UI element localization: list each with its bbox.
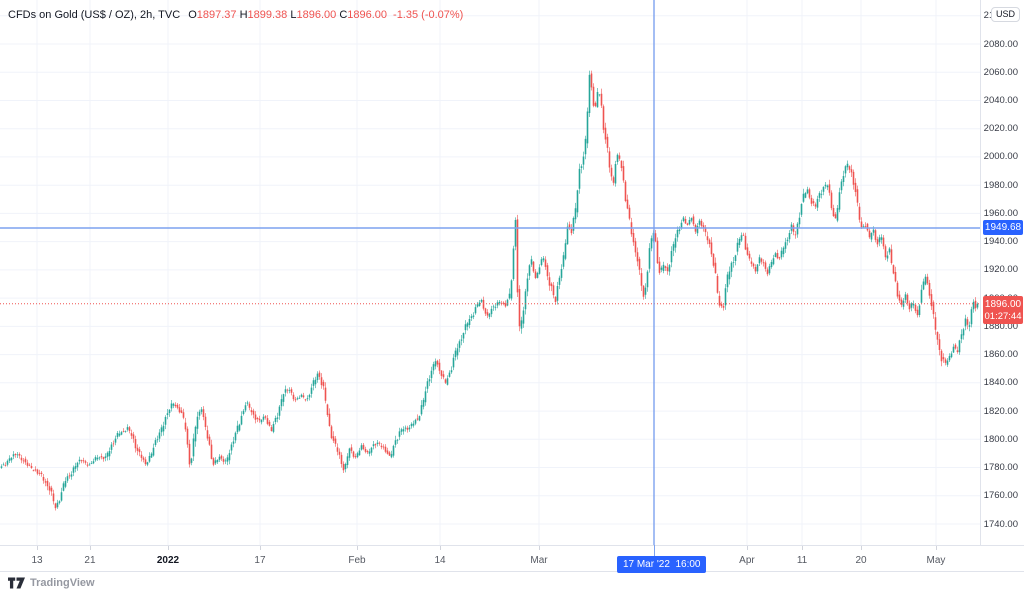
price-tick: 1760.00 <box>983 490 1018 502</box>
time-tick-label: Feb <box>348 555 366 566</box>
current-price-label: 1896.00 01:27:44 <box>983 295 1023 324</box>
price-tick: 1960.00 <box>983 207 1018 219</box>
time-tick-label: 14 <box>434 555 446 566</box>
open-label: O <box>188 9 197 21</box>
time-tick-mark <box>259 546 261 550</box>
time-tick-mark <box>167 546 169 550</box>
time-axis[interactable]: 17 Mar '22 16:00 13 21 2022 17 Feb 14 Mar Apr 11… <box>0 545 1024 573</box>
low-label: L <box>290 9 297 21</box>
crosshair-time-label: 17 Mar '22 16:00 <box>616 556 707 573</box>
time-tick-mark <box>440 546 442 550</box>
price-tick: 1880.00 <box>983 320 1018 332</box>
price-tick: 1920.00 <box>983 264 1018 276</box>
price-tick: 2000.00 <box>983 151 1018 163</box>
price-tick: 1940.00 <box>983 236 1018 248</box>
open-value: 1897.37 <box>196 9 237 21</box>
time-tick-mark <box>539 546 540 550</box>
price-tick: 1820.00 <box>983 405 1018 417</box>
time-tick-mark <box>746 546 748 550</box>
tradingview-logo-text: TradingView <box>30 577 95 589</box>
time-tick-label: 11 <box>796 555 808 566</box>
time-tick-label: May <box>926 555 946 566</box>
price-axis[interactable]: 1740.00 1760.00 1780.00 1800.00 1820.00 1840.… <box>980 0 1024 545</box>
crosshair-price-label: 1949.68 <box>983 220 1023 236</box>
price-tick: 1780.00 <box>983 462 1018 474</box>
price-tick: 1740.00 <box>983 518 1018 530</box>
down-candle-bodies <box>4 73 977 509</box>
down-candle-wicks <box>5 70 976 511</box>
candlestick-chart-canvas[interactable] <box>0 0 980 545</box>
bar-countdown: 01:27:44 <box>984 310 1022 322</box>
price-tick: 1800.00 <box>983 433 1018 445</box>
crosshair-vertical-extension <box>653 545 655 556</box>
price-tick: 1840.00 <box>983 377 1018 389</box>
time-tick-label: 20 <box>855 555 867 566</box>
time-tick-label: Apr <box>739 555 755 566</box>
price-tick: 2080.00 <box>983 38 1018 50</box>
time-tick-label: Mar <box>530 555 548 566</box>
time-tick-mark <box>357 546 358 550</box>
close-value: 1896.00 <box>347 9 388 21</box>
close-label: C <box>339 9 348 21</box>
high-value: 1899.38 <box>247 9 288 21</box>
high-label: H <box>239 9 248 21</box>
time-tick-mark <box>861 546 863 550</box>
last-price-value: 1896.00 <box>984 298 1022 310</box>
time-tick-mark <box>935 546 937 550</box>
time-tick-mark <box>37 546 39 550</box>
time-tick-label: 2022 <box>156 555 180 566</box>
price-tick: 2040.00 <box>983 94 1018 106</box>
up-candle-wicks <box>1 70 978 509</box>
price-tick: 1860.00 <box>983 349 1018 361</box>
chart-plot-area[interactable] <box>0 0 980 545</box>
bottom-strip: TradingView <box>0 572 1024 598</box>
low-value: 1896.00 <box>296 9 337 21</box>
time-tick-mark <box>802 546 804 550</box>
tradingview-logo-icon <box>8 577 25 589</box>
change-value: -1.35 (-0.07%) <box>393 9 464 21</box>
time-tick-label: 13 <box>31 555 43 566</box>
time-tick-mark <box>89 546 91 550</box>
symbol-title: CFDs on Gold (US$ / OZ), 2h, TVC <box>8 9 181 21</box>
currency-toggle-button[interactable]: USD <box>990 7 1020 22</box>
price-tick: 1980.00 <box>983 179 1018 191</box>
price-tick: 2060.00 <box>983 66 1018 78</box>
tradingview-logo[interactable]: TradingView <box>8 577 95 589</box>
time-tick-label: 21 <box>84 555 96 566</box>
up-candle-bodies <box>0 74 979 508</box>
symbol-legend[interactable]: CFDs on Gold (US$ / OZ), 2h, TVC O1897.37… <box>8 8 463 22</box>
price-tick: 2020.00 <box>983 123 1018 135</box>
time-tick-label: 17 <box>254 555 266 566</box>
